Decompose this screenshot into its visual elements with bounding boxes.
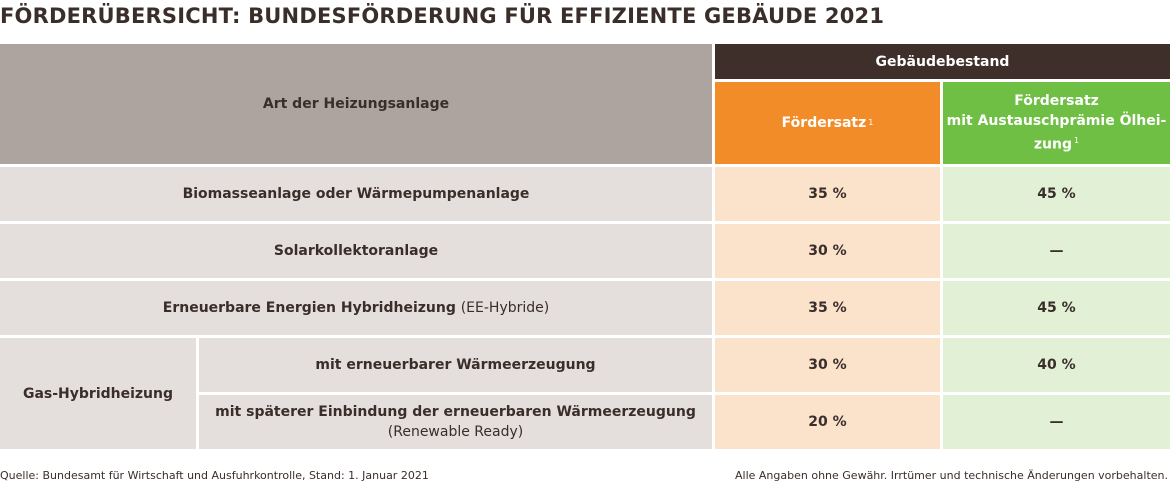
rate-value: 30 %	[808, 357, 847, 373]
header-bonus-line2: mit Austauschprämie Ölhei-	[946, 113, 1167, 130]
rate-value: 35 %	[808, 186, 847, 202]
row-label-text: Erneuerbare Energien Hybridheizung	[162, 300, 456, 316]
header-funding-rate-bonus: Fördersatz mit Austauschprämie Ölhei- zu…	[943, 82, 1170, 164]
header-funding-rate: Fördersatz 1	[715, 82, 940, 164]
table-cell-rate: 20 %	[715, 395, 940, 449]
rate-value: 30 %	[808, 243, 847, 259]
header-heating-type: Art der Heizungsanlage	[0, 44, 712, 164]
table-cell-bonus: —	[943, 395, 1170, 449]
row-label-text: Solarkollektoranlage	[273, 243, 439, 259]
table-cell-bonus: 45 %	[943, 167, 1170, 221]
rate-value: 35 %	[808, 300, 847, 316]
row-label-text: mit erneuerbarer Wärmeerzeugung	[315, 357, 596, 373]
bonus-value: —	[1049, 414, 1064, 430]
footnote-marker: 1	[868, 118, 874, 127]
header-heating-type-label: Art der Heizungsanlage	[262, 96, 450, 112]
table-row-label: Solarkollektoranlage	[0, 224, 712, 278]
table-row-label: Erneuerbare Energien Hybridheizung (EE-H…	[0, 281, 712, 335]
header-building-stock-label: Gebäudebestand	[875, 53, 1010, 70]
header-building-stock: Gebäudebestand	[715, 44, 1170, 79]
table-cell-rate: 30 %	[715, 224, 940, 278]
bonus-value: 45 %	[1037, 186, 1076, 202]
table-row-label: mit späterer Einbindung der erneuerbaren…	[199, 395, 712, 449]
bonus-value: 40 %	[1037, 357, 1076, 373]
header-bonus-line1: Fördersatz	[1014, 93, 1099, 110]
group-label-gas-hybrid: Gas-Hybridheizung	[0, 338, 196, 449]
row-label-extra: (EE-Hybride)	[460, 300, 550, 316]
table-row-label: mit erneuerbarer Wärmeerzeugung	[199, 338, 712, 392]
row-label-text: mit späterer Einbindung der erneuerbaren…	[215, 404, 696, 420]
header-funding-rate-label: Fördersatz	[781, 115, 867, 131]
table-cell-bonus: —	[943, 224, 1170, 278]
table-row-label: Biomasseanlage oder Wärmepumpenanlage	[0, 167, 712, 221]
row-label-extra: (Renewable Ready)	[387, 424, 524, 440]
table-cell-bonus: 40 %	[943, 338, 1170, 392]
footnote-marker: 1	[1074, 136, 1080, 146]
bonus-value: —	[1049, 243, 1064, 259]
group-label-text: Gas-Hybridheizung	[22, 385, 174, 402]
table-cell-rate: 30 %	[715, 338, 940, 392]
rate-value: 20 %	[808, 414, 847, 430]
table-cell-rate: 35 %	[715, 167, 940, 221]
page-title: FÖRDERÜBERSICHT: BUNDESFÖRDERUNG FÜR EFF…	[0, 4, 885, 28]
bonus-value: 45 %	[1037, 300, 1076, 316]
table-cell-rate: 35 %	[715, 281, 940, 335]
table-cell-bonus: 45 %	[943, 281, 1170, 335]
row-label-text: Biomasseanlage oder Wärmepumpenanlage	[182, 186, 530, 202]
disclaimer-note: Alle Angaben ohne Gewähr. Irrtümer und t…	[735, 469, 1168, 482]
header-bonus-line3: zung	[1033, 136, 1072, 153]
source-note: Quelle: Bundesamt für Wirtschaft und Aus…	[0, 469, 429, 482]
